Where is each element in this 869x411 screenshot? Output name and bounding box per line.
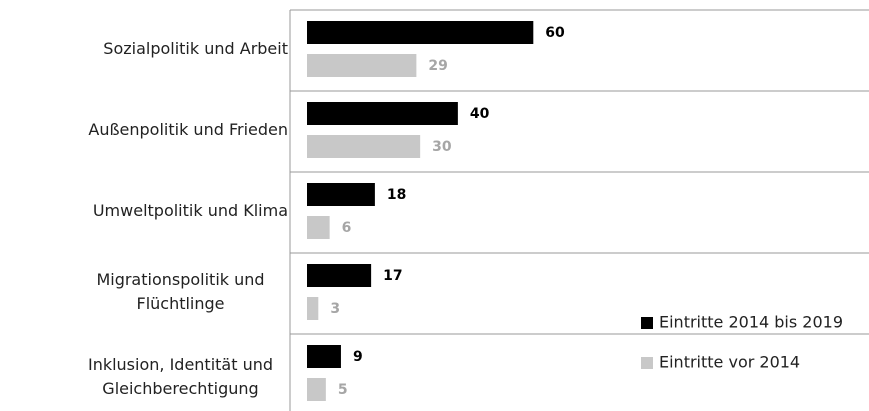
- category-label: Außenpolitik und Frieden: [88, 120, 288, 139]
- bar: [307, 21, 534, 44]
- category-label: Migrationspolitik und Flüchtlinge: [96, 270, 265, 313]
- legend-swatch: [641, 357, 653, 369]
- bar: [307, 345, 341, 368]
- value-label: 17: [383, 268, 402, 284]
- value-label: 60: [545, 25, 565, 41]
- bar: [307, 216, 330, 239]
- value-label: 18: [387, 187, 406, 203]
- bar: [307, 378, 326, 401]
- bar: [307, 183, 375, 206]
- value-label: 30: [432, 139, 452, 155]
- value-label: 6: [342, 220, 352, 236]
- bar: [307, 135, 421, 158]
- bar: [307, 264, 372, 287]
- category-label: Inklusion, Identität und Gleichberechtig…: [87, 355, 274, 398]
- value-label: 40: [470, 106, 490, 122]
- legend-label: Eintritte vor 2014: [659, 353, 800, 372]
- legend-label: Eintritte 2014 bis 2019: [659, 313, 843, 332]
- legend-swatch: [641, 317, 653, 329]
- bar: [307, 54, 417, 77]
- value-label: 29: [428, 58, 447, 74]
- value-label: 9: [353, 349, 363, 365]
- value-label: 5: [338, 382, 348, 398]
- bar: [307, 102, 458, 125]
- bar: [307, 297, 319, 320]
- value-label: 3: [330, 301, 340, 317]
- category-label: Sozialpolitik und Arbeit: [103, 39, 288, 58]
- category-label: Umweltpolitik und Klima: [92, 201, 288, 220]
